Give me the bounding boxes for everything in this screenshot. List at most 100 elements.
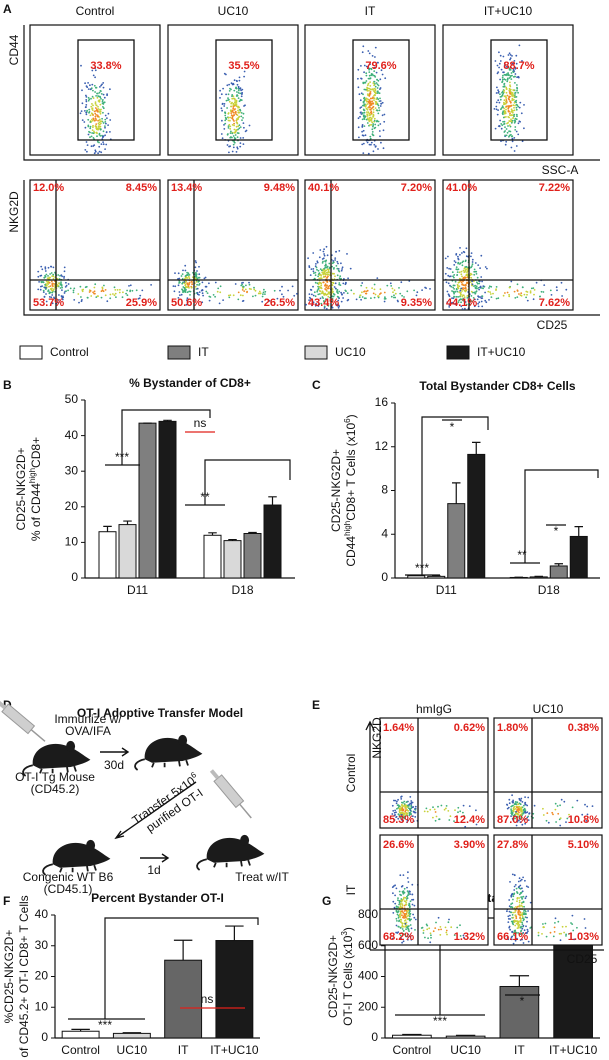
event-dot — [86, 144, 89, 147]
event-dot — [505, 100, 507, 103]
event-dot — [221, 137, 224, 140]
event-dot — [586, 813, 589, 816]
event-dot — [181, 278, 184, 280]
event-dot — [102, 122, 105, 124]
event-dot — [376, 61, 379, 64]
arrow — [100, 747, 130, 757]
bar — [138, 422, 157, 579]
event-dot — [568, 933, 570, 935]
event-dot — [49, 285, 52, 287]
event-dot — [521, 916, 524, 918]
event-dot — [397, 897, 399, 899]
y-tick-label: 12 — [375, 439, 389, 453]
event-dot — [549, 289, 552, 292]
bar — [447, 503, 466, 579]
event-dot — [51, 302, 54, 305]
event-dot — [61, 286, 63, 289]
event-dot — [104, 125, 106, 127]
event-dot — [508, 130, 510, 133]
event-dot — [321, 262, 324, 264]
event-dot — [391, 287, 394, 290]
event-dot — [406, 895, 408, 898]
event-dot — [464, 301, 467, 303]
event-dot — [88, 111, 90, 114]
event-dot — [183, 281, 186, 283]
event-dot — [324, 270, 327, 272]
event-dot — [549, 931, 552, 934]
event-dot — [521, 801, 524, 803]
event-dot — [515, 113, 518, 116]
event-dot — [221, 119, 223, 122]
event-dot — [375, 120, 378, 123]
event-dot — [511, 930, 514, 933]
legend-swatch — [304, 345, 328, 360]
event-dot — [523, 804, 525, 807]
event-dot — [504, 134, 506, 137]
event-dot — [320, 286, 322, 289]
event-dot — [402, 933, 405, 935]
superscript: high — [343, 521, 352, 536]
event-dot — [363, 109, 365, 112]
event-dot — [47, 266, 50, 269]
event-dot — [186, 299, 189, 302]
event-dot — [343, 292, 345, 294]
event-dot — [392, 810, 395, 812]
bar — [243, 533, 262, 579]
mouse-ear — [240, 834, 250, 846]
event-dot — [360, 65, 362, 67]
event-dot — [369, 63, 371, 66]
y-tick-label: 40 — [65, 428, 79, 442]
event-dot — [513, 115, 515, 118]
event-dot — [469, 281, 472, 283]
event-dot — [559, 939, 562, 942]
event-dot — [242, 117, 244, 119]
event-dot — [367, 152, 370, 155]
event-dot — [443, 808, 446, 811]
event-dot — [503, 112, 506, 115]
event-dot — [466, 267, 469, 270]
event-dot — [222, 87, 225, 90]
event-dot — [358, 136, 360, 139]
event-dot — [233, 141, 236, 144]
event-dot — [333, 272, 335, 275]
text-part: OT-I T Cells (x10 — [341, 935, 355, 1026]
event-dot — [511, 914, 514, 916]
event-dot — [367, 118, 370, 121]
event-dot — [364, 99, 367, 102]
event-dot — [516, 900, 518, 903]
event-dot — [44, 270, 47, 272]
event-dot — [399, 914, 402, 916]
event-dot — [186, 291, 189, 294]
event-dot — [264, 290, 267, 293]
event-dot — [405, 921, 408, 924]
event-dot — [542, 807, 544, 810]
event-dot — [237, 118, 239, 121]
event-dot — [321, 296, 324, 298]
event-dot — [183, 290, 186, 293]
event-dot — [495, 101, 498, 104]
event-dot — [406, 821, 408, 824]
event-dot — [514, 909, 517, 912]
event-dot — [237, 132, 240, 135]
event-dot — [500, 108, 502, 111]
event-dot — [321, 290, 324, 293]
event-dot — [401, 294, 403, 297]
event-dot — [105, 122, 107, 125]
event-dot — [366, 93, 369, 95]
event-dot — [481, 295, 484, 298]
event-dot — [366, 141, 369, 144]
event-dot — [477, 287, 480, 289]
event-dot — [232, 146, 235, 149]
event-dot — [353, 292, 355, 295]
event-dot — [517, 925, 520, 927]
event-dot — [94, 107, 97, 109]
event-dot — [511, 813, 513, 816]
event-dot — [403, 891, 406, 894]
event-dot — [472, 297, 475, 299]
event-dot — [372, 123, 375, 125]
event-dot — [475, 273, 478, 275]
event-dot — [305, 303, 307, 306]
event-dot — [98, 119, 101, 121]
event-dot — [381, 114, 384, 117]
event-dot — [103, 284, 105, 287]
